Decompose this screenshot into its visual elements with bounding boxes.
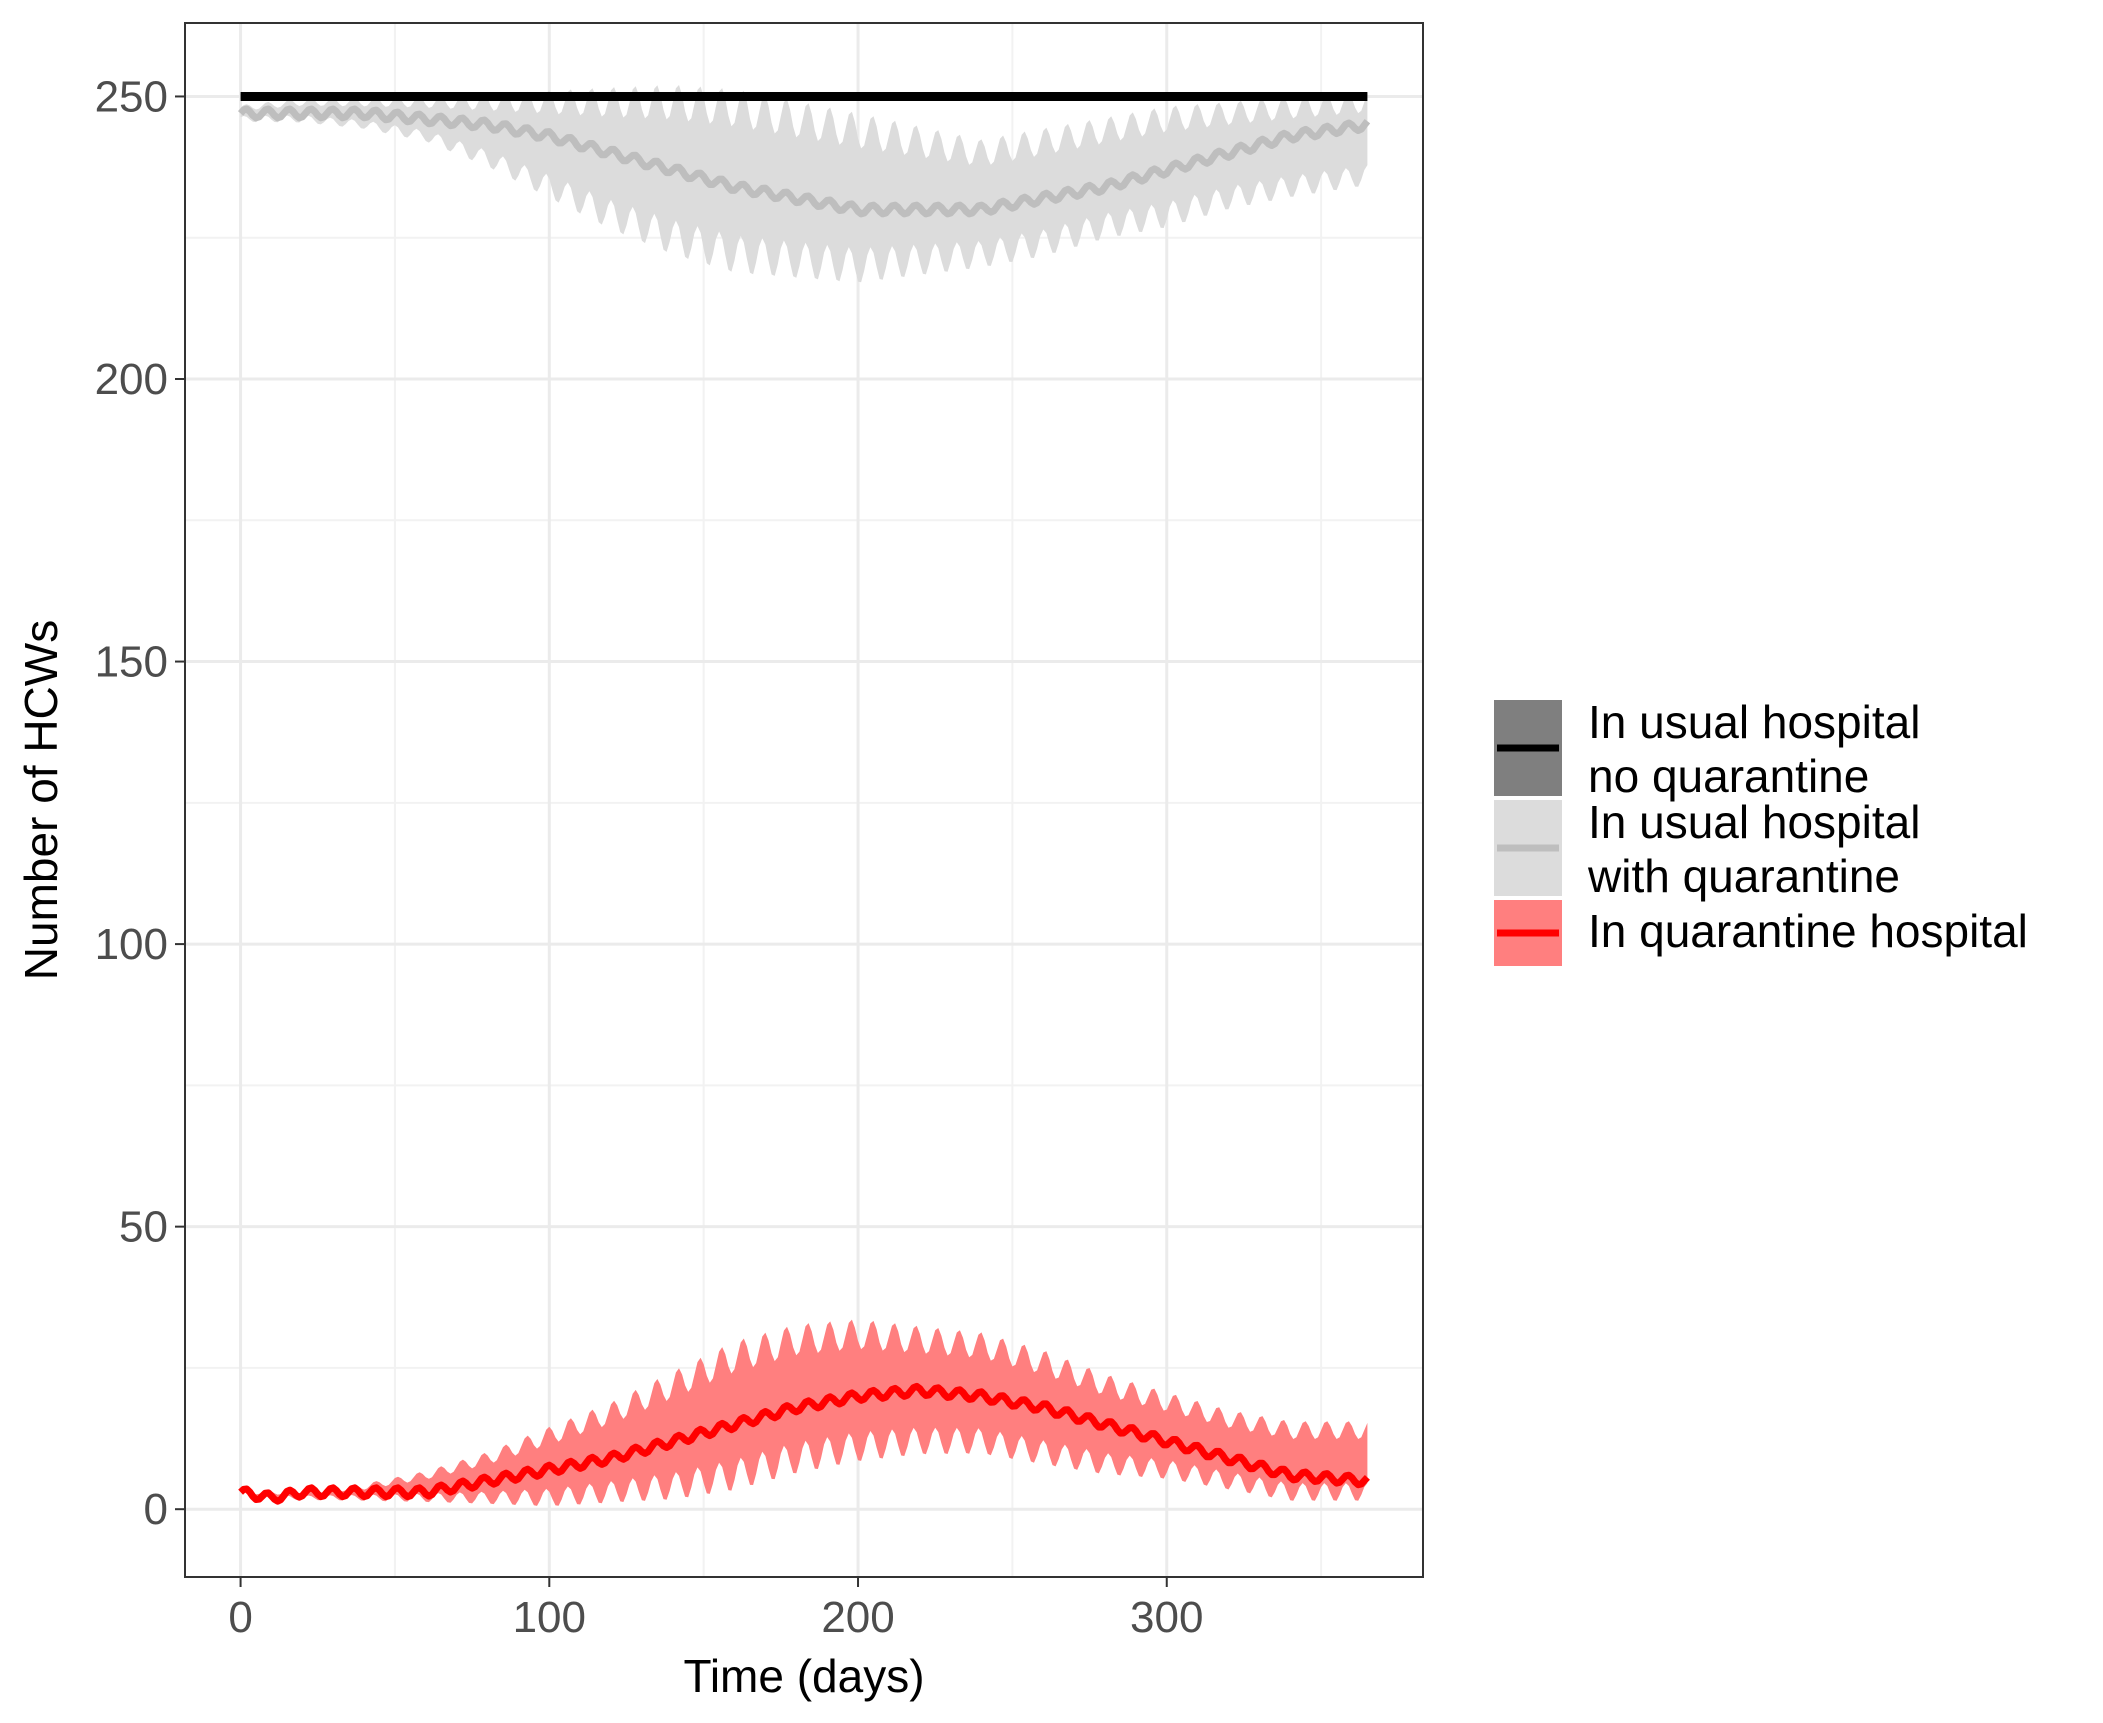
- series-ribbon-2: [240, 1319, 1368, 1506]
- y-tick-label: 0: [144, 1485, 168, 1534]
- plot-panel-border: [184, 22, 1424, 1578]
- legend-label: In usual hospital no quarantine: [1588, 696, 1920, 802]
- y-tick-label: 100: [95, 920, 168, 969]
- y-tick-label: 50: [119, 1203, 168, 1252]
- minor-gridlines: [185, 23, 1423, 1577]
- x-tick-label: 200: [821, 1593, 894, 1642]
- y-axis: 0 50 100 150 200 250: [95, 72, 185, 1534]
- series-line-1: [237, 105, 1371, 218]
- x-axis-title: Time (days): [683, 1650, 924, 1702]
- plot-background: [185, 23, 1423, 1577]
- x-tick-label: 0: [228, 1593, 252, 1642]
- legend-label: In usual hospital with quarantine: [1587, 796, 1920, 902]
- series-lines: [237, 92, 1371, 1505]
- x-tick-label: 300: [1130, 1593, 1203, 1642]
- y-tick-label: 200: [95, 355, 168, 404]
- y-tick-label: 250: [95, 72, 168, 121]
- y-tick-label: 150: [95, 638, 168, 687]
- x-axis: 0 100 200 300: [228, 1577, 1203, 1642]
- series-line-2: [238, 1382, 1370, 1505]
- legend-label: In quarantine hospital: [1588, 905, 2028, 957]
- x-tick-label: 100: [513, 1593, 586, 1642]
- y-axis-title: Number of HCWs: [15, 620, 67, 980]
